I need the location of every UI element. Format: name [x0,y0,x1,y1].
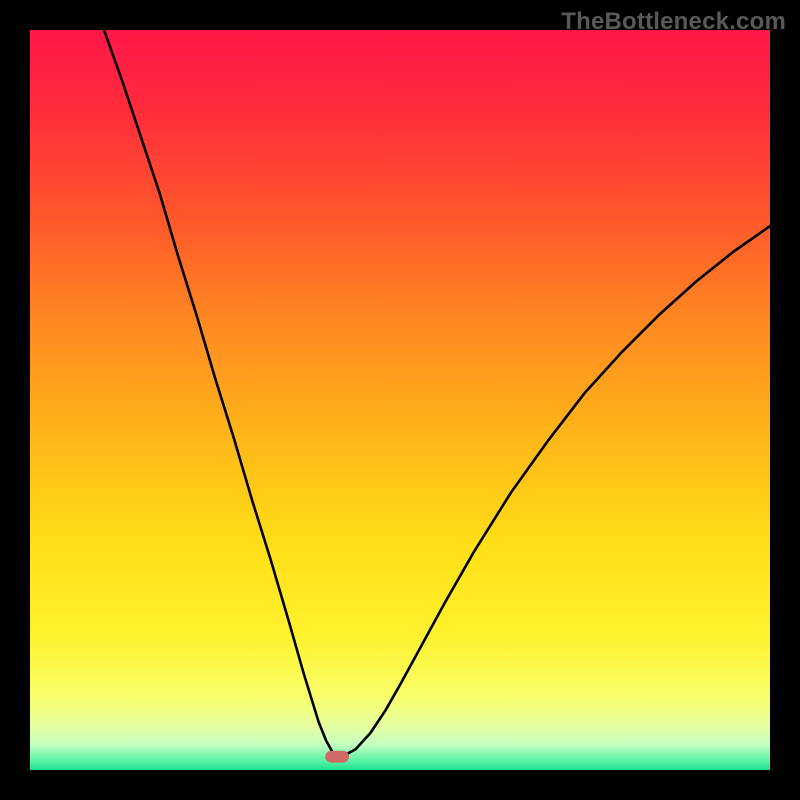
figure-frame: TheBottleneck.com [0,0,800,800]
watermark-text: TheBottleneck.com [561,8,786,36]
minimum-marker [325,751,349,763]
plot-svg [30,30,770,770]
plot-area [30,30,770,770]
